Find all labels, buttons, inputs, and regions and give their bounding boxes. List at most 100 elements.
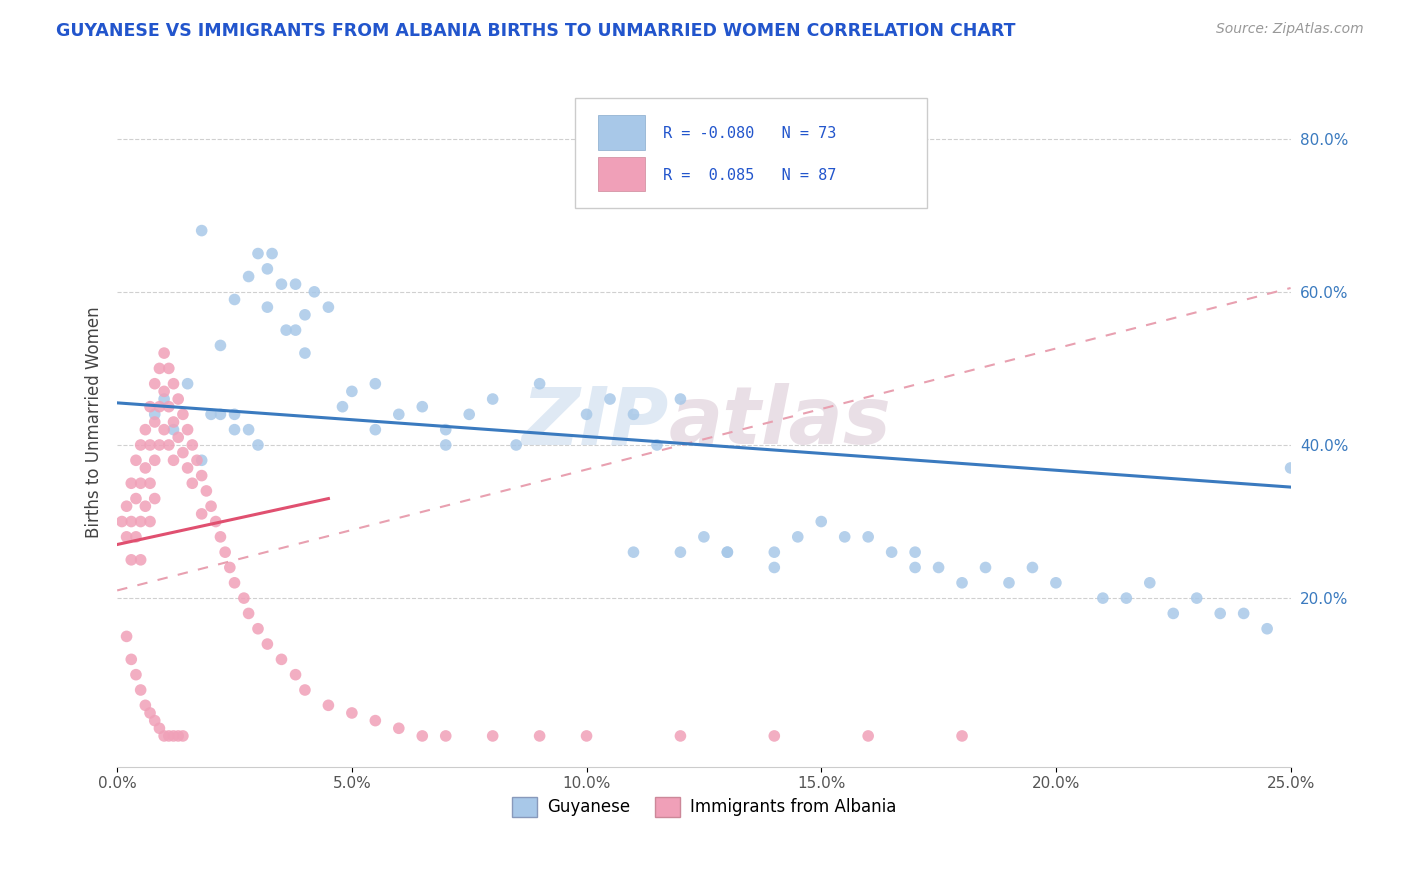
Point [1115,591,1137,606]
Point [190,507,212,521]
Point [246,622,269,636]
Point [120,553,142,567]
Text: ZIP: ZIP [522,383,669,461]
Point [434,438,457,452]
Point [125,453,148,467]
Point [125,491,148,506]
Point [388,721,411,735]
FancyBboxPatch shape [575,98,927,209]
Point [190,223,212,237]
Point [148,721,170,735]
Point [481,729,503,743]
Point [1256,622,1278,636]
Point [669,392,692,406]
Text: GUYANESE VS IMMIGRANTS FROM ALBANIA BIRTHS TO UNMARRIED WOMEN CORRELATION CHART: GUYANESE VS IMMIGRANTS FROM ALBANIA BIRT… [56,22,1015,40]
Point [599,392,621,406]
Point [224,423,246,437]
Point [294,308,316,322]
Point [120,515,142,529]
Point [190,468,212,483]
Point [143,453,166,467]
Point [157,729,180,743]
Point [162,423,184,437]
Point [209,530,232,544]
Text: R = -0.080   N = 73: R = -0.080 N = 73 [662,127,837,142]
Point [1209,607,1232,621]
Point [505,438,527,452]
Point [270,277,292,292]
Point [167,430,190,444]
Point [167,392,190,406]
Point [167,729,190,743]
Point [434,729,457,743]
Point [195,483,218,498]
Text: atlas: atlas [669,383,891,461]
Point [1161,607,1184,621]
Point [148,361,170,376]
Point [458,408,481,422]
Point [139,400,162,414]
Point [928,560,950,574]
Point [134,500,156,514]
Point [143,415,166,429]
Point [340,384,363,399]
Point [153,392,176,406]
Point [143,491,166,506]
Point [139,476,162,491]
Point [950,729,973,743]
Point [186,453,208,467]
Point [763,545,786,559]
Point [200,408,222,422]
Point [232,591,254,606]
Point [411,400,433,414]
Point [1185,591,1208,606]
Point [200,500,222,514]
Point [134,698,156,713]
Point [153,346,176,360]
Point [669,545,692,559]
Point [246,246,269,260]
Point [115,629,138,643]
Point [176,461,198,475]
Point [129,438,152,452]
Point [318,300,340,314]
Point [974,560,997,574]
Point [716,545,738,559]
Point [950,575,973,590]
Point [204,515,226,529]
Point [148,400,170,414]
Point [157,400,180,414]
Point [162,453,184,467]
Point [209,408,232,422]
Point [224,408,246,422]
Point [209,338,232,352]
FancyBboxPatch shape [599,157,645,191]
Point [120,652,142,666]
Point [998,575,1021,590]
Point [238,269,260,284]
Point [763,560,786,574]
Y-axis label: Births to Unmarried Women: Births to Unmarried Women [86,306,103,538]
Point [153,423,176,437]
Point [153,729,176,743]
Point [134,423,156,437]
Point [181,476,204,491]
Point [148,438,170,452]
Point [176,423,198,437]
Point [139,515,162,529]
Point [810,515,832,529]
Point [172,445,194,459]
Point [284,277,307,292]
Point [575,408,598,422]
Point [129,515,152,529]
Point [125,667,148,681]
Point [1045,575,1067,590]
Legend: Guyanese, Immigrants from Albania: Guyanese, Immigrants from Albania [505,790,903,823]
Point [120,476,142,491]
Point [157,438,180,452]
Point [139,438,162,452]
Point [276,323,298,337]
Point [181,438,204,452]
Point [856,530,879,544]
Point [115,500,138,514]
